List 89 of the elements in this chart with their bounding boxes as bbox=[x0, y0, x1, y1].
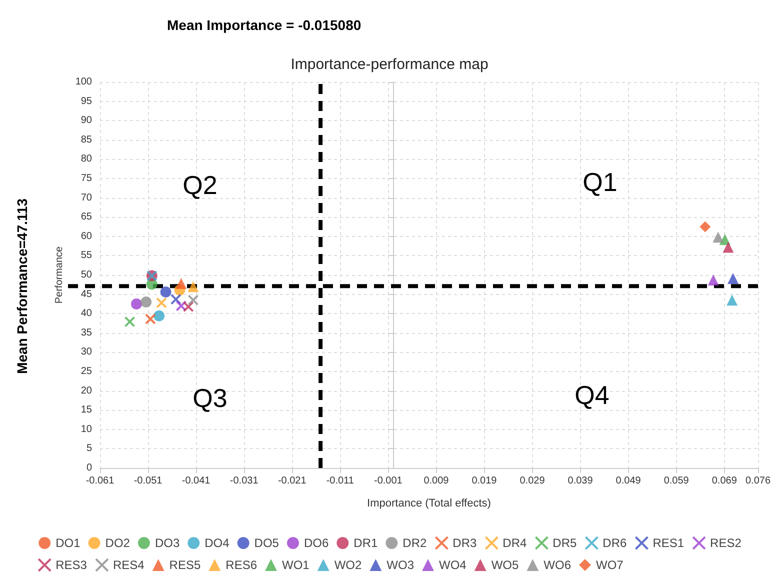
y-tick-label: 100 bbox=[75, 76, 92, 88]
y-tick-label: 45 bbox=[80, 288, 92, 300]
point bbox=[144, 314, 156, 325]
y-tick-label: 85 bbox=[80, 134, 92, 146]
x-tick-label: -0.011 bbox=[326, 476, 354, 486]
x-tick-label: 0.069 bbox=[712, 476, 738, 486]
x-tick-label: 0.039 bbox=[568, 476, 594, 486]
point bbox=[170, 294, 182, 305]
y-tick-label: 60 bbox=[80, 230, 92, 242]
annotation: Q4 bbox=[574, 380, 610, 410]
point bbox=[176, 300, 187, 312]
point bbox=[140, 296, 152, 308]
legend-label: DR1 bbox=[354, 536, 378, 550]
point bbox=[156, 297, 167, 308]
y-tick-label: 75 bbox=[80, 173, 92, 184]
legend-label: DR2 bbox=[402, 536, 427, 550]
point bbox=[182, 301, 194, 312]
legend-label: RES3 bbox=[56, 558, 88, 572]
point bbox=[131, 298, 142, 310]
annotation: Q2 bbox=[182, 170, 218, 200]
x-axis-title: Importance (Total effects) bbox=[367, 498, 491, 510]
legend-label: RES1 bbox=[652, 536, 684, 550]
y-tick-label: 20 bbox=[80, 385, 92, 396]
x-tick-label: 0.076 bbox=[745, 476, 771, 486]
y-tick-label: 15 bbox=[80, 404, 92, 416]
legend-label: DR5 bbox=[552, 536, 578, 550]
legend-label: DO5 bbox=[254, 536, 280, 550]
legend-label: WO1 bbox=[282, 558, 310, 572]
point bbox=[124, 316, 136, 328]
chart-subtitle: Importance-performance map bbox=[290, 56, 488, 73]
y-tick-label: 80 bbox=[80, 154, 92, 165]
legend-label: WO2 bbox=[334, 558, 362, 572]
y-tick-label: 30 bbox=[80, 346, 92, 358]
legend-label: WO3 bbox=[386, 558, 414, 572]
point bbox=[188, 281, 199, 292]
point bbox=[176, 278, 187, 289]
x-tick-label: -0.051 bbox=[134, 476, 163, 486]
y-tick-label: 55 bbox=[80, 250, 92, 262]
y-tick-label: 95 bbox=[80, 96, 92, 107]
x-tick-label: 0.059 bbox=[664, 476, 690, 486]
point bbox=[726, 294, 738, 306]
legend-label: DR3 bbox=[452, 536, 477, 550]
ref-line-label: Mean Performance=47.113 bbox=[14, 198, 30, 374]
legend-label: RES5 bbox=[169, 558, 201, 572]
y-tick-label: 40 bbox=[80, 308, 92, 320]
y-tick-label: 0 bbox=[86, 462, 92, 474]
point bbox=[708, 274, 719, 286]
x-tick-label: -0.001 bbox=[374, 476, 403, 486]
legend-label: WO5 bbox=[491, 558, 519, 572]
y-tick-label: 5 bbox=[86, 443, 92, 454]
legend-label: WO4 bbox=[439, 558, 467, 572]
y-tick-label: 65 bbox=[80, 212, 92, 223]
y-tick-label: 25 bbox=[80, 366, 92, 377]
legend-label: DO4 bbox=[204, 536, 230, 550]
y-tick-label: 10 bbox=[80, 424, 92, 435]
legend-label: RES4 bbox=[112, 558, 145, 572]
x-tick-label: -0.041 bbox=[182, 476, 211, 486]
x-tick-label: -0.031 bbox=[230, 476, 259, 486]
x-tick-label: -0.021 bbox=[278, 476, 307, 486]
x-tick-label: 0.019 bbox=[472, 476, 498, 486]
point bbox=[712, 232, 724, 243]
point bbox=[188, 294, 199, 306]
y-tick-label: 90 bbox=[80, 115, 92, 126]
y-tick-label: 35 bbox=[80, 327, 92, 338]
y-tick-label: 50 bbox=[80, 270, 92, 280]
x-tick-label: -0.061 bbox=[86, 476, 115, 486]
point bbox=[722, 242, 734, 253]
legend-label: DO1 bbox=[56, 536, 81, 550]
point bbox=[160, 286, 172, 298]
y-axis-title: Performance bbox=[54, 246, 65, 304]
point bbox=[154, 310, 165, 322]
legend-label: DR6 bbox=[602, 536, 628, 550]
chart-title: Mean Importance = -0.015080 bbox=[167, 17, 362, 33]
legend-label: RES2 bbox=[710, 536, 742, 550]
legend-label: DO6 bbox=[304, 536, 329, 550]
x-tick-label: 0.049 bbox=[616, 476, 642, 486]
annotation: Q1 bbox=[582, 167, 618, 197]
legend-label: WO7 bbox=[596, 558, 624, 572]
legend-label: RES6 bbox=[226, 558, 258, 572]
point bbox=[728, 272, 739, 284]
legend-label: DO2 bbox=[105, 536, 130, 550]
y-tick-label: 70 bbox=[80, 192, 92, 204]
x-tick-label: 0.009 bbox=[424, 476, 450, 486]
annotation: Q3 bbox=[192, 383, 228, 413]
x-tick-label: 0.029 bbox=[520, 476, 546, 486]
point bbox=[700, 221, 711, 232]
legend-label: WO6 bbox=[544, 558, 572, 572]
legend-label: DR4 bbox=[502, 536, 528, 550]
legend-label: DO3 bbox=[154, 536, 180, 550]
